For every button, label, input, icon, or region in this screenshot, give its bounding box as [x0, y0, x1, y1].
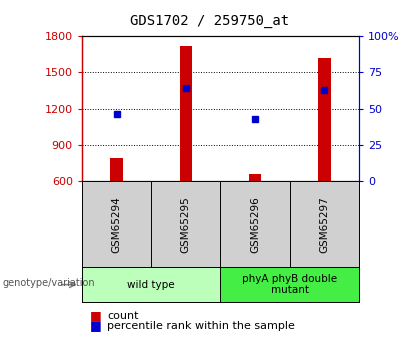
Text: ■: ■ [90, 319, 102, 333]
Text: wild type: wild type [127, 280, 175, 289]
Text: phyA phyB double
mutant: phyA phyB double mutant [242, 274, 337, 295]
Text: genotype/variation: genotype/variation [2, 278, 95, 288]
Text: GDS1702 / 259750_at: GDS1702 / 259750_at [131, 14, 289, 28]
Text: GSM65294: GSM65294 [112, 196, 121, 253]
Text: count: count [107, 311, 139, 321]
Text: GSM65297: GSM65297 [320, 196, 329, 253]
Bar [318, 58, 331, 181]
Bar [249, 174, 261, 181]
Text: ■: ■ [90, 309, 102, 322]
Text: GSM65296: GSM65296 [250, 196, 260, 253]
Text: percentile rank within the sample: percentile rank within the sample [107, 321, 295, 331]
Bar [110, 158, 123, 181]
Text: GSM65295: GSM65295 [181, 196, 191, 253]
Bar [180, 46, 192, 181]
